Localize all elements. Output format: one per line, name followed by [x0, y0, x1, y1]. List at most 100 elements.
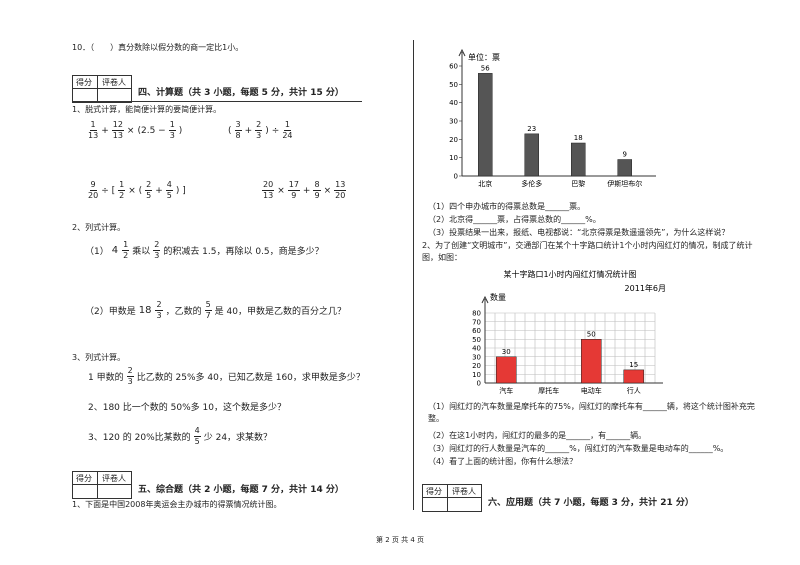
y-tick-label: 50 [472, 336, 481, 344]
y-tick-label: 60 [472, 327, 481, 335]
x-tick-label: 汽车 [499, 386, 513, 395]
y-tick-label: 0 [477, 380, 481, 388]
unit-label: 单位：票 [468, 52, 500, 62]
numerator: 2 [155, 300, 163, 311]
text: × [126, 125, 135, 136]
text: 是 40，甲数是乙数的百分之几？ [214, 307, 346, 317]
x-tick-label: 巴黎 [571, 179, 585, 188]
x-tick-label: 行人 [627, 386, 641, 395]
text: × [323, 185, 332, 196]
denominator: 3 [256, 131, 262, 140]
denominator: 9 [314, 191, 320, 200]
text: + [155, 185, 163, 196]
text: 3、120 的 20%比某数的 [88, 433, 191, 443]
expression: 20 13 × 17 9 +8 9 × 13 20 [262, 180, 347, 201]
grader-label: 评卷人 [452, 487, 476, 496]
question: （1） 4 1 2 乘以 2 3 的积减去 1.5，再除以 0.5，商是多少？ [85, 240, 324, 261]
question: （2）甲数是 18 2 3 ，乙数的 5 7 是 40，甲数是乙数的百分之几？ [85, 300, 346, 321]
denominator: 2 [123, 251, 129, 260]
denominator: 5 [194, 437, 200, 446]
question: （1）闯红灯的汽车数量是摩托车的75%，闯红灯的摩托车有______辆，将这个统… [428, 402, 755, 423]
score-box: 得分 评卷人 [422, 484, 482, 512]
text: (2.5 − [137, 125, 166, 136]
text: ÷ [ [101, 185, 116, 196]
numerator: 17 [287, 180, 300, 191]
question: （3）闯红灯的行人数量是汽车的______%，闯红灯的汽车数量是电动车的____… [428, 444, 729, 453]
question: （3）投票结果一出来，报纸、电视都说：“北京得票是数遥遥领先”，为什么这样说？ [428, 228, 730, 237]
text: ，乙数的 [165, 307, 202, 317]
denominator: 2 [119, 191, 125, 200]
bar [623, 369, 644, 384]
denominator: 24 [282, 131, 293, 140]
y-axis-label: 数量 [490, 292, 506, 302]
fraction: 12 13 [111, 120, 124, 141]
chart-date: 2011年6月 [625, 283, 666, 293]
grader-label: 评卷人 [102, 78, 126, 87]
fraction: 9 20 [88, 180, 98, 201]
question: 10．（ ）真分数除以假分数的商一定比1小。 [72, 43, 244, 52]
expression: 1 13 +12 13 × (2.5 −1 3) [88, 120, 182, 141]
denominator: 8 [235, 131, 241, 140]
denominator: 20 [335, 191, 346, 200]
text: × [277, 185, 285, 196]
y-tick-label: 50 [449, 81, 458, 89]
denominator: 7 [205, 311, 211, 320]
chart-title: 某十字路口1小时内闯红灯情况统计图 [503, 269, 636, 279]
denominator: 13 [263, 191, 274, 200]
y-tick-label: 60 [449, 63, 458, 71]
question: 2、为了创建“文明城市”，交通部门在某个十字路口统计1个小时内闯红灯的情况，制成… [422, 241, 753, 262]
fraction: 13 20 [334, 180, 347, 201]
bar [571, 142, 586, 177]
score-label: 得分 [426, 487, 442, 496]
value-label: 18 [574, 134, 583, 142]
question: 3、120 的 20%比某数的 4 5 少 24，求某数？ [88, 426, 272, 447]
numerator: 8 [313, 180, 321, 191]
score-box: 得分 评卷人 [72, 75, 132, 103]
denominator: 20 [88, 191, 99, 200]
denominator: 13 [112, 131, 123, 140]
value-label: 15 [629, 361, 638, 369]
section-heading: 四、计算题（共 3 小题，每题 5 分，共计 15 分） [138, 88, 344, 98]
text: 的积减去 1.5，再除以 0.5，商是多少？ [163, 247, 324, 257]
y-tick-label: 10 [449, 154, 458, 162]
text: ) [265, 125, 269, 136]
text: （2）甲数是 [85, 307, 136, 317]
question: 1 甲数的 2 3 比乙数的 25%多 40，已知乙数是 160，求甲数是多少？ [88, 366, 365, 387]
numerator: 5 [204, 300, 212, 311]
whole-number: 18 [138, 305, 152, 316]
value-label: 30 [502, 348, 511, 356]
question: （1）四个申办城市的得票总数是______票。 [428, 202, 586, 211]
question: 1、下面是中国2008年奥运会主办城市的得票情况统计图。 [72, 500, 282, 509]
page-footer: 第 2 页 共 4 页 [375, 536, 425, 544]
text: ( [228, 125, 232, 136]
bar [581, 339, 602, 384]
text: 乘以 [132, 247, 151, 257]
bar [478, 73, 493, 177]
question: 1、脱式计算，能简便计算的要简便计算。 [72, 105, 222, 114]
y-tick-label: 70 [472, 318, 481, 326]
y-axis-arrow [481, 295, 489, 304]
text: 2、180 比一个数的 50%多 10，这个数是多少？ [88, 403, 286, 413]
x-tick-label: 北京 [478, 179, 492, 188]
y-tick-label: 40 [472, 345, 481, 353]
y-tick-label: 20 [472, 362, 481, 370]
fraction: 1 13 [88, 120, 98, 141]
denominator: 9 [291, 191, 297, 200]
y-tick-label: 30 [472, 353, 481, 361]
question: （2）在这1小时内，闯红灯的最多的是______，有______辆。 [428, 431, 647, 440]
numerator: 9 [89, 180, 97, 191]
text: + [101, 125, 109, 136]
grader-label: 评卷人 [102, 474, 126, 483]
